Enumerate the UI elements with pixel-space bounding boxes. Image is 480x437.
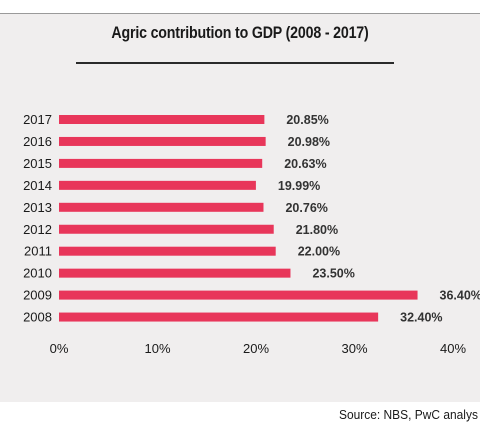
y-tick-label: 2017 <box>23 112 52 127</box>
value-label: 36.40% <box>440 289 480 303</box>
y-tick-label: 2015 <box>23 156 52 171</box>
y-tick-label: 2011 <box>24 244 52 259</box>
y-tick-label: 2012 <box>23 222 52 237</box>
x-tick-label: 10% <box>144 341 170 356</box>
chart-title: Agric contribution to GDP (2008 - 2017) <box>111 24 369 42</box>
y-tick-label: 2010 <box>23 266 52 281</box>
bar-2008 <box>59 312 379 322</box>
source-note: Source: NBS, PwC analys <box>339 407 478 422</box>
value-label: 22.00% <box>298 245 340 259</box>
y-tick-label: 2016 <box>23 134 52 149</box>
title-underline <box>76 62 394 64</box>
value-labels: 20.85% 20.98% 20.63% 19.99% 20.76% 21.80% 22.0… <box>278 113 480 325</box>
top-rule <box>0 13 480 14</box>
y-tick-label: 2009 <box>23 288 52 303</box>
x-tick-label: 40% <box>440 341 466 356</box>
value-label: 32.40% <box>400 311 442 325</box>
y-tick-labels: 2017 2016 2015 2014 2013 2012 2011 2010 2009 2008 <box>23 112 52 325</box>
bar-2009 <box>59 290 418 300</box>
value-label: 23.50% <box>312 267 354 281</box>
bar-2016 <box>59 136 266 146</box>
y-tick-label: 2008 <box>23 310 52 325</box>
bar-2014 <box>59 180 256 190</box>
bar-2012 <box>59 224 274 234</box>
value-label: 20.76% <box>285 201 327 215</box>
bars-group <box>59 115 418 322</box>
value-label: 20.63% <box>284 157 326 171</box>
y-tick-label: 2013 <box>23 200 52 215</box>
x-tick-labels: 0% 10% 20% 30% 40% <box>50 341 467 356</box>
value-label: 20.85% <box>286 113 328 127</box>
x-tick-label: 30% <box>341 341 367 356</box>
x-tick-label: 20% <box>243 341 269 356</box>
bar-2013 <box>59 202 264 212</box>
bar-2011 <box>59 246 276 256</box>
bar-2015 <box>59 158 263 168</box>
x-tick-label: 0% <box>50 341 69 356</box>
bar-2010 <box>59 268 291 278</box>
value-label: 19.99% <box>278 179 320 193</box>
value-label: 20.98% <box>288 135 330 149</box>
y-tick-label: 2014 <box>23 178 52 193</box>
value-label: 21.80% <box>296 223 338 237</box>
bar-2017 <box>59 115 265 124</box>
